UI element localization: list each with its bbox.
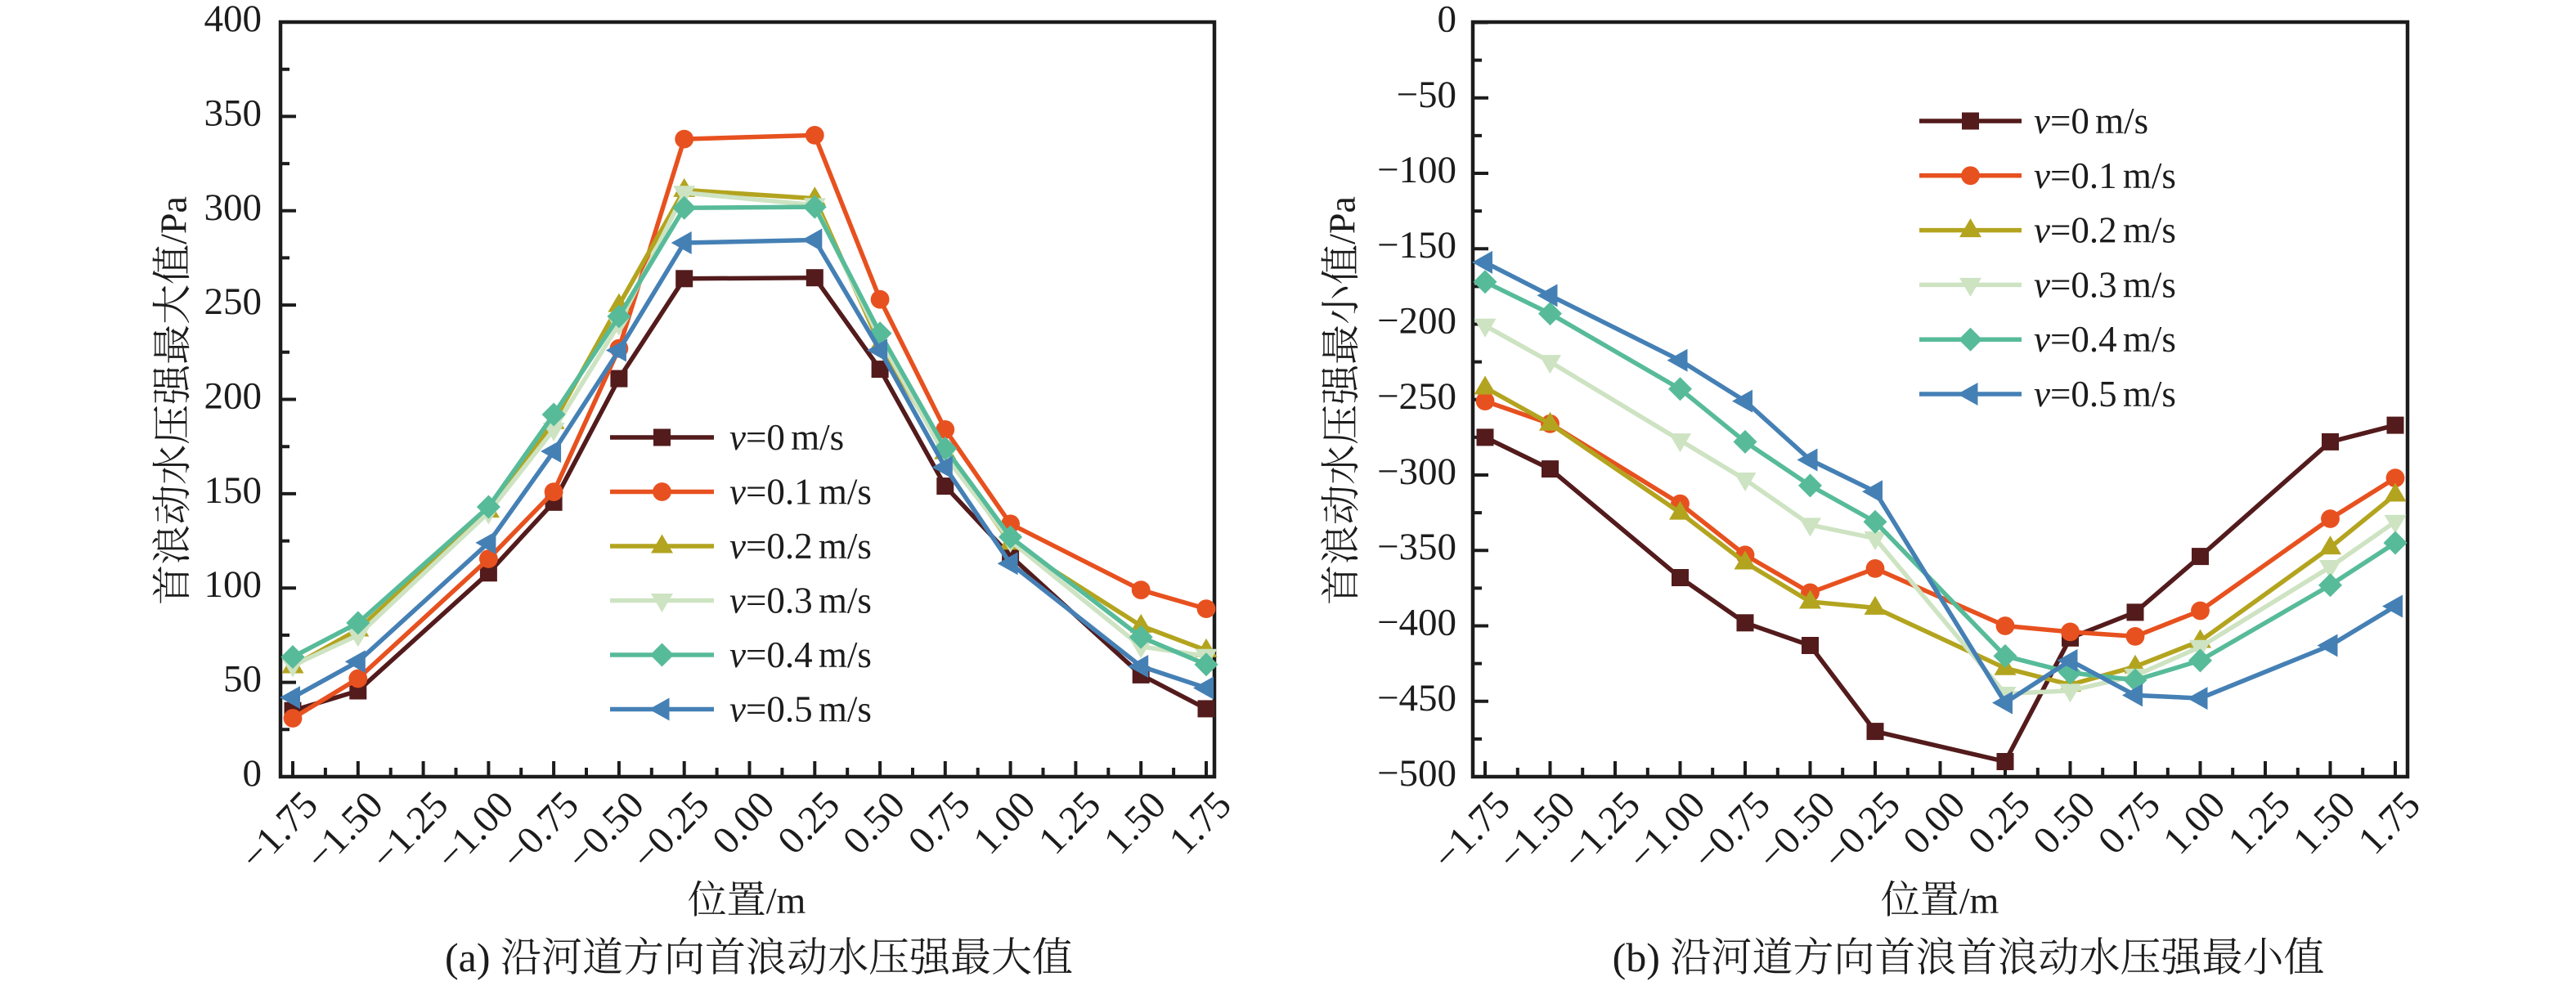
svg-text:−200: −200 bbox=[1377, 300, 1456, 343]
svg-text:−250: −250 bbox=[1377, 375, 1456, 418]
svg-text:−50: −50 bbox=[1396, 74, 1456, 116]
svg-text:−350: −350 bbox=[1377, 526, 1456, 568]
svg-text:/m: /m bbox=[1959, 880, 1999, 921]
svg-text:v=0.4 m/s: v=0.4 m/s bbox=[2034, 319, 2176, 360]
svg-text:v=0.4 m/s: v=0.4 m/s bbox=[729, 634, 872, 675]
svg-text:v=0.3 m/s: v=0.3 m/s bbox=[2034, 264, 2176, 305]
svg-text:−300: −300 bbox=[1377, 450, 1456, 493]
svg-text:350: 350 bbox=[204, 92, 263, 134]
svg-text:300: 300 bbox=[204, 186, 263, 229]
svg-text:200: 200 bbox=[204, 375, 263, 418]
svg-text:250: 250 bbox=[204, 280, 263, 323]
svg-text:−400: −400 bbox=[1377, 602, 1456, 644]
svg-text:v=0.2 m/s: v=0.2 m/s bbox=[729, 526, 872, 567]
svg-text:v=0.3 m/s: v=0.3 m/s bbox=[729, 580, 872, 621]
svg-text:−150: −150 bbox=[1377, 224, 1456, 267]
svg-text:50: 50 bbox=[223, 658, 262, 701]
svg-text:(b): (b) bbox=[1613, 934, 1660, 980]
svg-text:/Pa: /Pa bbox=[1322, 196, 1363, 244]
svg-text:−450: −450 bbox=[1377, 677, 1456, 719]
svg-text:v=0.5 m/s: v=0.5 m/s bbox=[2034, 374, 2176, 415]
svg-text:−100: −100 bbox=[1377, 149, 1456, 191]
svg-text:/m: /m bbox=[766, 880, 806, 921]
svg-text:v=0.1 m/s: v=0.1 m/s bbox=[2034, 155, 2176, 196]
svg-text:100: 100 bbox=[204, 563, 263, 606]
svg-text:v=0 m/s: v=0 m/s bbox=[729, 417, 844, 458]
svg-text:/Pa: /Pa bbox=[153, 196, 195, 244]
svg-text:400: 400 bbox=[204, 0, 263, 40]
svg-text:(a): (a) bbox=[445, 934, 491, 980]
svg-text:v=0.1 m/s: v=0.1 m/s bbox=[729, 472, 872, 513]
svg-text:v=0 m/s: v=0 m/s bbox=[2034, 101, 2148, 141]
svg-text:v=0.2 m/s: v=0.2 m/s bbox=[2034, 210, 2176, 251]
svg-text:−500: −500 bbox=[1377, 752, 1456, 795]
svg-text:150: 150 bbox=[204, 469, 263, 512]
svg-text:v=0.5 m/s: v=0.5 m/s bbox=[729, 689, 872, 730]
svg-text:0: 0 bbox=[243, 752, 263, 795]
svg-text:0: 0 bbox=[1438, 0, 1457, 41]
